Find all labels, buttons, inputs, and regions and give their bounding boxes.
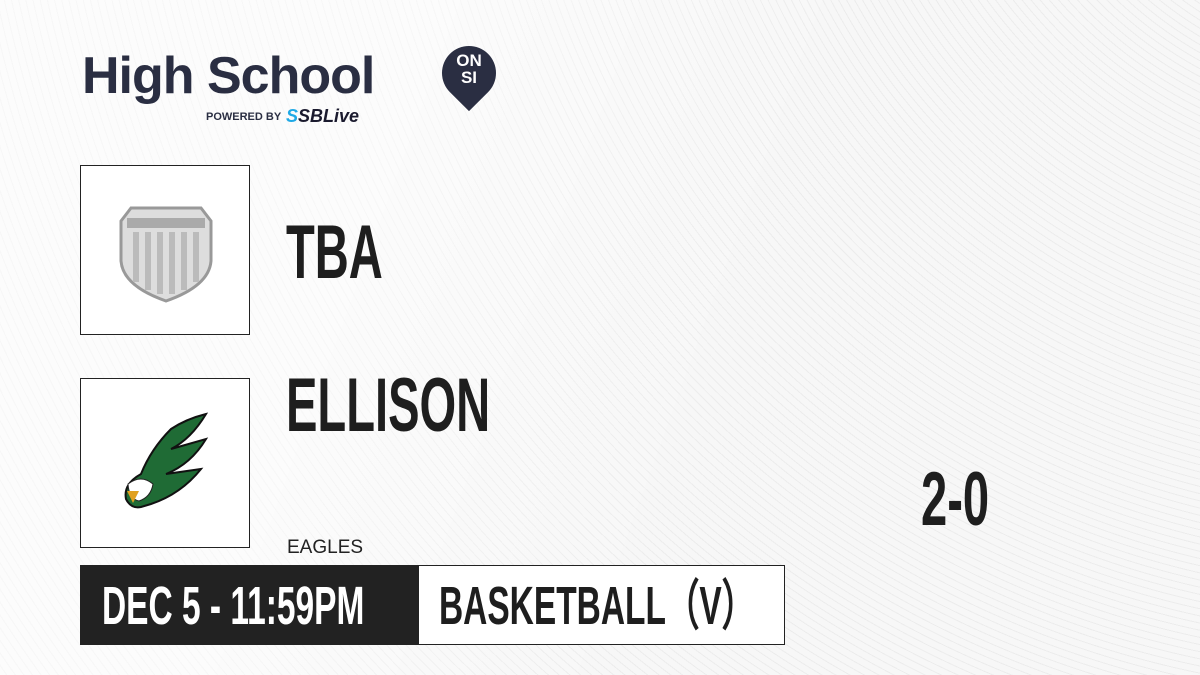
team1-name: TBA: [286, 210, 383, 295]
team2-logo-box: [80, 378, 250, 548]
partner-logo: SSBLive: [286, 106, 360, 126]
game-datetime: DEC 5 - 11:59PM: [80, 565, 418, 645]
eagle-logo-icon: [124, 412, 209, 509]
team2-name: ELLISON: [286, 363, 491, 448]
generic-shield-icon: [119, 206, 213, 303]
powered-by-label: POWERED BY: [206, 111, 282, 123]
brand-title: High School: [82, 47, 375, 105]
team1-logo-box: [80, 165, 250, 335]
team2-mascot: EAGLES: [287, 537, 364, 558]
score: 2-0: [921, 457, 990, 542]
game-sport: BASKETBALL（V）: [418, 565, 785, 645]
brand-badge: ON SI: [456, 51, 482, 87]
